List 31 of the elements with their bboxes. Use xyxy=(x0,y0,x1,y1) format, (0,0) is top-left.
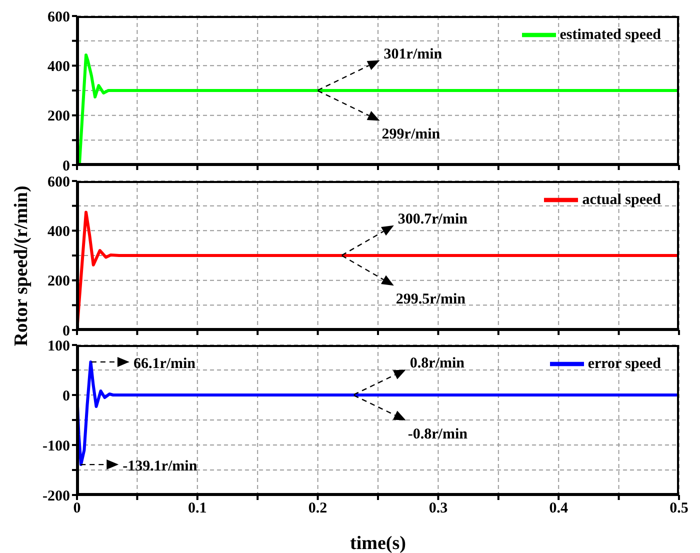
legend-label: error speed xyxy=(588,356,661,372)
y-tick-label: 100 xyxy=(48,338,70,354)
x-tick-label: 0.1 xyxy=(188,500,207,517)
legend-label: estimated speed xyxy=(560,26,661,43)
y-tick-label: 200 xyxy=(48,274,70,290)
annotation: -139.1r/min xyxy=(122,458,198,475)
y-tick-label: 400 xyxy=(48,58,70,75)
x-tick-label: 0.3 xyxy=(428,500,448,517)
annotation: -0.8r/min xyxy=(408,426,468,442)
legend-label: actual speed xyxy=(582,192,661,208)
annotation: 300.7r/min xyxy=(398,211,468,228)
x-tick-label: 0.5 xyxy=(670,500,688,517)
x-tick-label: 0.4 xyxy=(549,500,568,517)
annotation: 0.8r/min xyxy=(410,356,466,372)
x-tick-label: 0.2 xyxy=(308,500,328,517)
y-tick-label: 0 xyxy=(62,158,70,174)
y-tick-label: 600 xyxy=(48,9,70,26)
annotation: 301r/min xyxy=(384,46,443,62)
x-axis-title: time(s) xyxy=(350,533,406,553)
y-tick-label: 600 xyxy=(48,174,70,190)
y-tick-label: 400 xyxy=(48,224,70,240)
y-axis-title: Rotor speed/(r/min) xyxy=(11,185,33,346)
annotation: 299r/min xyxy=(382,126,441,143)
y-tick-label: -200 xyxy=(42,488,70,504)
annotation: 66.1r/min xyxy=(133,356,196,372)
x-tick-label: 0 xyxy=(73,500,81,517)
y-tick-label: -100 xyxy=(42,438,70,454)
y-tick-label: 0 xyxy=(62,323,70,340)
annotation: 299.5r/min xyxy=(396,292,466,308)
y-tick-label: 200 xyxy=(48,108,70,125)
y-tick-label: 0 xyxy=(62,388,70,404)
